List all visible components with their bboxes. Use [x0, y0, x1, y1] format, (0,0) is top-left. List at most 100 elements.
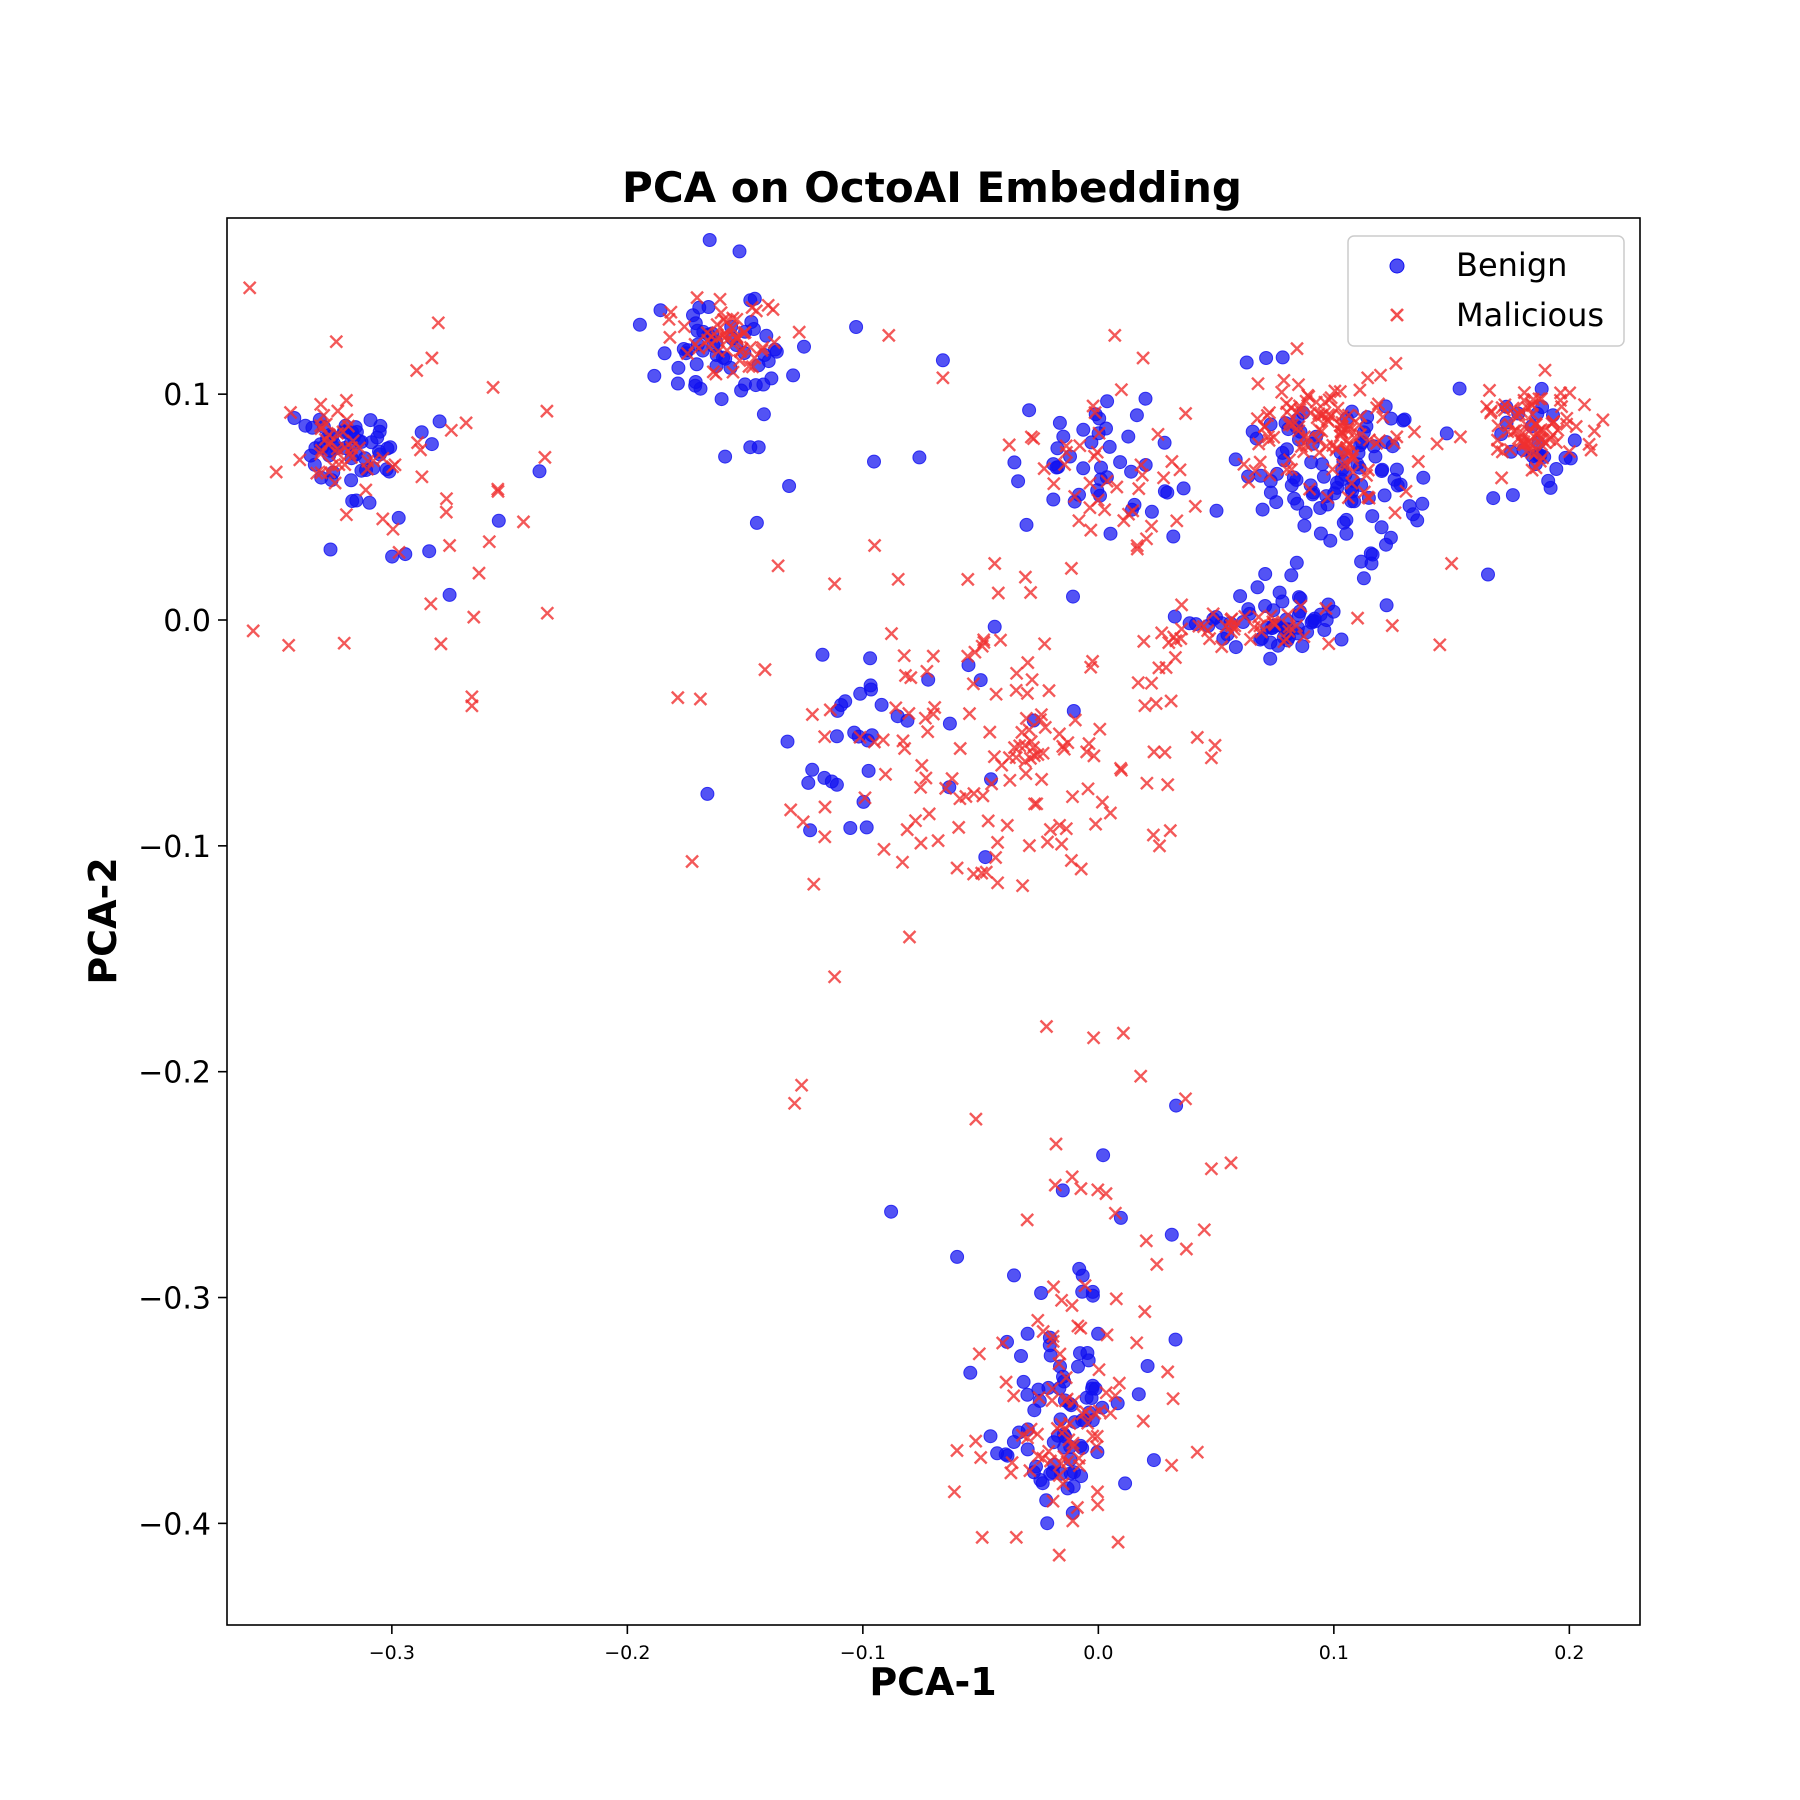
benign-point: [863, 651, 878, 666]
malicious-point: [343, 446, 358, 461]
benign-point: [1228, 640, 1243, 655]
benign-point: [1169, 1098, 1184, 1113]
malicious-point: [1204, 750, 1219, 765]
malicious-point: [1092, 426, 1106, 441]
malicious-point: [434, 637, 448, 651]
malicious-point: [1554, 399, 1569, 414]
malicious-point: [1100, 474, 1114, 489]
malicious-point: [897, 741, 912, 756]
benign-point: [1040, 1516, 1055, 1531]
malicious-point: [1147, 745, 1161, 759]
benign-point: [714, 392, 729, 407]
malicious-point: [1065, 1514, 1080, 1528]
malicious-point: [968, 1434, 983, 1448]
malicious-point: [538, 450, 552, 465]
benign-point: [998, 1447, 1013, 1462]
malicious-point: [292, 452, 307, 467]
malicious-point: [966, 867, 981, 881]
malicious-point: [745, 300, 759, 315]
benign-point: [942, 716, 957, 731]
malicious-point: [1099, 1385, 1114, 1400]
y-tick-label: 0.0: [163, 604, 211, 639]
malicious-point: [1357, 485, 1372, 499]
malicious-point: [1091, 493, 1105, 507]
malicious-point: [388, 457, 402, 472]
malicious-point: [1079, 745, 1094, 759]
malicious-point: [1025, 672, 1039, 687]
malicious-point: [733, 344, 748, 359]
malicious-point: [962, 706, 977, 721]
malicious-point: [1022, 838, 1037, 853]
benign-point: [1258, 599, 1273, 613]
malicious-point: [1282, 452, 1297, 467]
malicious-point: [1095, 795, 1110, 809]
malicious-point: [1248, 463, 1263, 478]
malicious-point: [1138, 698, 1152, 713]
malicious-point: [1108, 1206, 1123, 1221]
series-malicious: [242, 280, 1610, 1562]
malicious-point: [1163, 823, 1178, 838]
malicious-point: [1279, 632, 1293, 646]
benign-point: [963, 1365, 978, 1380]
benign-point: [1415, 496, 1430, 511]
malicious-point: [1502, 417, 1517, 432]
benign-point: [632, 317, 647, 332]
malicious-point: [1083, 476, 1097, 490]
benign-point: [1289, 555, 1304, 570]
malicious-point: [1089, 1439, 1104, 1454]
malicious-point: [1260, 408, 1275, 423]
malicious-point: [1046, 476, 1061, 491]
malicious-point: [1023, 585, 1038, 600]
malicious-point: [1479, 399, 1494, 414]
malicious-point: [1156, 470, 1171, 485]
malicious-point: [1050, 1421, 1065, 1436]
benign-point: [797, 339, 811, 354]
benign-point: [349, 493, 364, 508]
benign-point: [1334, 632, 1349, 647]
malicious-point: [316, 408, 331, 423]
benign-point: [874, 697, 889, 712]
malicious-point: [1065, 789, 1080, 804]
malicious-point: [425, 351, 439, 365]
malicious-point: [1227, 622, 1241, 637]
malicious-point: [1087, 449, 1102, 464]
benign-point: [1140, 1359, 1155, 1373]
malicious-point: [895, 855, 910, 870]
malicious-point: [1372, 433, 1387, 448]
malicious-point: [1224, 611, 1239, 626]
benign-point: [1019, 517, 1034, 532]
x-axis: −0.3 −0.2 −0.1 0.0 0.1 0.2: [369, 1625, 1584, 1664]
benign-point: [978, 850, 993, 865]
malicious-point: [1088, 405, 1102, 420]
malicious-point: [1525, 398, 1540, 413]
benign-point: [756, 407, 771, 422]
malicious-point: [920, 664, 934, 679]
malicious-point: [771, 558, 785, 573]
benign-point: [1066, 589, 1080, 604]
x-tick-label: −0.3: [369, 1642, 415, 1664]
malicious-point: [313, 397, 328, 412]
malicious-point: [1036, 1324, 1051, 1339]
malicious-point: [1133, 1069, 1148, 1084]
malicious-point: [1114, 382, 1129, 397]
benign-point: [1118, 1476, 1133, 1491]
malicious-point: [1346, 465, 1360, 480]
malicious-point: [981, 814, 996, 828]
benign-point: [385, 549, 400, 564]
malicious-point: [1144, 519, 1159, 534]
benign-point: [1327, 486, 1342, 501]
malicious-point: [1371, 397, 1386, 411]
malicious-point: [332, 457, 346, 472]
malicious-point: [1064, 853, 1079, 868]
benign-point: [1035, 1476, 1050, 1491]
malicious-point: [1320, 490, 1335, 505]
malicious-point: [1353, 409, 1368, 423]
malicious-point: [867, 538, 882, 553]
malicious-point: [1108, 1388, 1123, 1403]
legend: Benign Malicious: [1347, 235, 1625, 347]
benign-point: [692, 300, 707, 315]
malicious-point: [516, 515, 531, 529]
malicious-point: [805, 707, 820, 722]
benign-point: [751, 440, 766, 455]
benign-point: [1379, 537, 1393, 552]
